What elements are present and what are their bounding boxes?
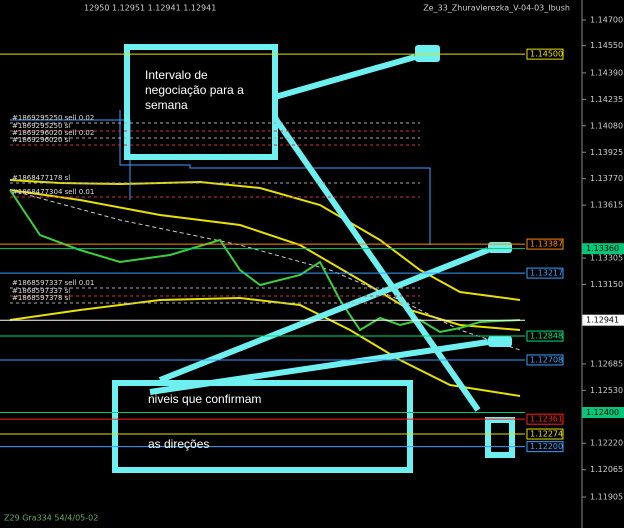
order-label: #1869295250 sl bbox=[12, 122, 70, 130]
order-label: #1869296020 sl bbox=[12, 136, 70, 144]
level-box bbox=[582, 407, 624, 419]
level-box bbox=[526, 267, 564, 279]
price-tick-label: 1.12530 bbox=[590, 386, 623, 395]
annotations bbox=[112, 44, 515, 473]
level-label: 1.12848 bbox=[530, 332, 563, 341]
price-tick-label: 1.14390 bbox=[590, 68, 623, 77]
order-label: #1868477178 sl bbox=[12, 174, 70, 182]
order-label: #1869295250 sell 0.02 bbox=[12, 114, 94, 122]
price-tick-label: 1.13770 bbox=[590, 174, 623, 183]
level-label: 1.12274 bbox=[530, 430, 563, 439]
header-quote: 12950 1.12951 1.12941 1.12941 bbox=[84, 4, 216, 13]
level-label: 1.12708 bbox=[530, 355, 563, 364]
price-tick-label: 1.12065 bbox=[590, 465, 623, 474]
price-tick-label: 1.12220 bbox=[590, 439, 623, 448]
annotation-text: Intervalo de negociação para a semana bbox=[145, 68, 244, 112]
level-label: 1.12200 bbox=[530, 442, 563, 451]
annotation-markers bbox=[415, 45, 512, 347]
annotation-text: niveis que confirmam bbox=[148, 392, 261, 406]
level-label: 1.14500 bbox=[530, 50, 563, 59]
header-indicator: Ze_33_Zhuravlerezka_V-04-03_Ibush bbox=[423, 4, 570, 13]
level-box bbox=[526, 330, 564, 342]
price-tick-label: 1.14235 bbox=[590, 95, 623, 104]
order-label: #1869296020 sell 0.02 bbox=[12, 129, 94, 137]
level-box bbox=[526, 428, 564, 440]
price-tick-label: 1.13925 bbox=[590, 148, 623, 157]
price-tick-label: 1.14080 bbox=[590, 121, 623, 130]
order-label: #1868597337 sell 0.01 bbox=[12, 279, 94, 287]
price-tick-label: 1.13615 bbox=[590, 201, 623, 210]
level-box bbox=[582, 314, 624, 326]
order-label: #1868597337 sl bbox=[12, 287, 70, 295]
level-label: 1.13387 bbox=[530, 240, 563, 249]
level-label: 1.13360 bbox=[586, 244, 619, 253]
price-tick-label: 1.14550 bbox=[590, 41, 623, 50]
level-box bbox=[526, 238, 564, 250]
order-label: #1868477304 sell 0.01 bbox=[12, 188, 94, 196]
level-box bbox=[526, 441, 564, 453]
annotation-line: negociação para a bbox=[145, 83, 244, 97]
level-label: 1.12400 bbox=[586, 408, 619, 417]
level-box bbox=[526, 48, 564, 60]
price-tick-label: 1.11905 bbox=[590, 492, 623, 501]
price-tick-label: 1.14700 bbox=[590, 16, 623, 25]
level-label: 1.12361 bbox=[530, 415, 563, 424]
price-tick-label: 1.12685 bbox=[590, 359, 623, 368]
level-box bbox=[526, 354, 564, 366]
level-box bbox=[582, 243, 624, 255]
order-label: #1868597378 sl bbox=[12, 294, 70, 302]
price-tick-label: 1.13150 bbox=[590, 280, 623, 289]
level-label: 1.12941 bbox=[586, 316, 619, 325]
annotation-text: as direções bbox=[148, 437, 209, 451]
level-label: 1.13217 bbox=[530, 269, 563, 278]
annotation-line: semana bbox=[145, 98, 188, 112]
level-box bbox=[526, 413, 564, 425]
price-tick-label: 1.13305 bbox=[590, 254, 623, 263]
footer: Z29 Gra334 54/4/05-02 bbox=[4, 514, 98, 523]
annotation-line: Intervalo de bbox=[145, 68, 208, 82]
